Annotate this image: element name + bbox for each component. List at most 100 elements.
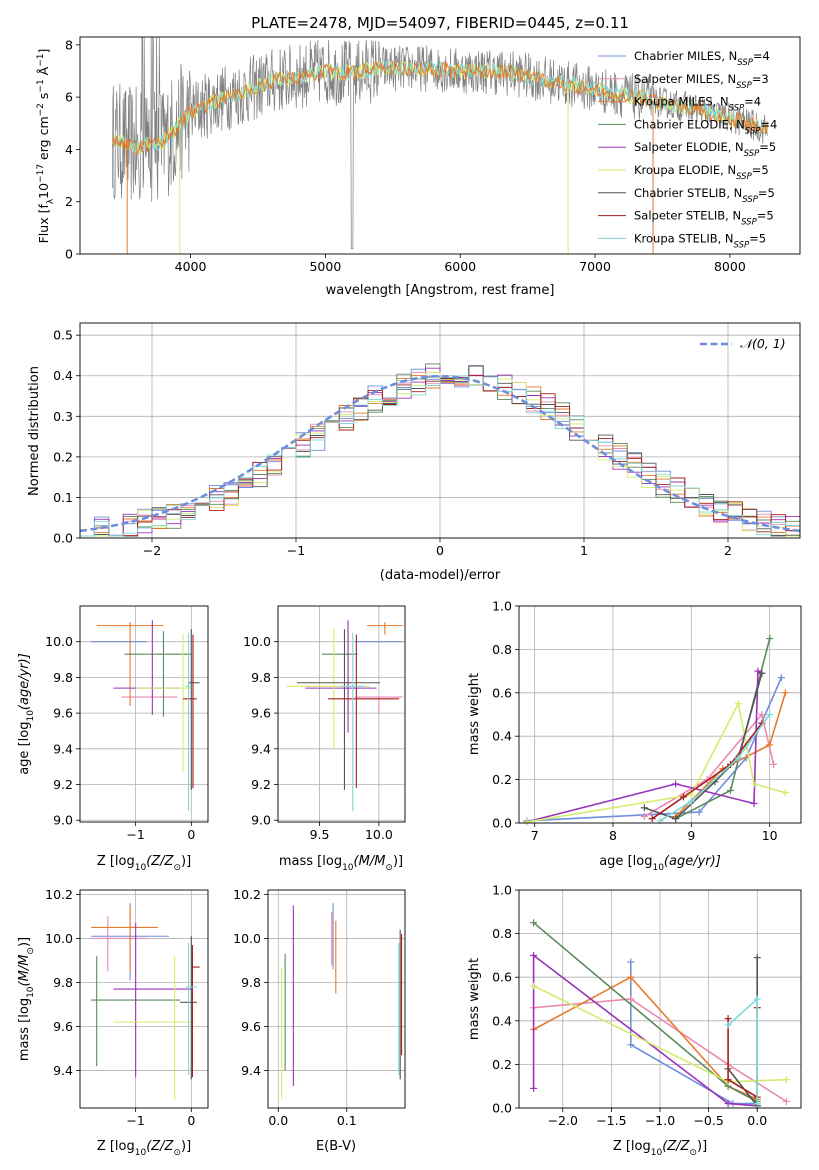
age-z-ticks: −1 0 9.0 9.2 9.4 9.6 9.8 10.0	[45, 634, 195, 842]
weight-age-frame	[518, 605, 802, 824]
weight-line	[675, 692, 787, 818]
ytick-label: 10.0	[233, 931, 261, 946]
ytick-label: 9.6	[251, 706, 271, 721]
xtick-label: −1	[126, 1113, 144, 1128]
legend-entry: Chabrier STELIB, NSSP=5	[634, 186, 775, 205]
legend-name: Kroupa ELODIE, N	[634, 163, 736, 177]
legend-name: Kroupa MILES, N	[634, 95, 729, 109]
legend-entry: Kroupa STELIB, NSSP=5	[634, 231, 766, 250]
mass-ebv-xlabel: E(B-V)	[316, 1139, 356, 1154]
xtick-label: 8	[609, 828, 617, 843]
hist-ytick-label: 0.4	[53, 368, 73, 383]
xtick-label: 10.0	[365, 827, 393, 842]
hist-xtick-label: 0	[436, 543, 444, 558]
ytick-label: 0.6	[492, 970, 512, 985]
spectrum-xtick-label: 5000	[309, 259, 341, 274]
age-mass-frame	[277, 605, 406, 823]
spectrum-lines	[111, 37, 769, 254]
ytick-label: 9.4	[53, 1063, 73, 1078]
legend-sub: SSP	[736, 81, 752, 91]
spectrum-xtick-label: 8000	[714, 259, 746, 274]
xtick-label: 0.0	[268, 1113, 288, 1128]
spectrum-ytick-label: 0	[65, 247, 73, 262]
legend-name: Salpeter ELODIE, N	[634, 140, 744, 154]
mass-z-ylabel: mass [log10(M/M⊙)]	[17, 937, 36, 1061]
spectrum-ticks: 4000 5000 6000 7000 8000 0 2 4 6 8	[65, 37, 746, 274]
legend-sub: SSP	[745, 126, 761, 136]
spectrum-xlabel: wavelength [Angstrom, rest frame]	[326, 283, 555, 298]
xtick-label: −1.5	[596, 1113, 626, 1128]
age-mass-errorbars	[286, 620, 403, 812]
legend-sub: SSP	[734, 240, 750, 250]
hist-ytick-label: 0.5	[53, 328, 73, 343]
model-spectrum-line	[111, 60, 769, 154]
histogram-plot-area	[79, 363, 801, 537]
weight-line	[526, 677, 783, 822]
age-mass-ticks: 9.5 10.0 9.0 9.2 9.4 9.6 9.8 10.0	[243, 634, 393, 842]
xtick-label: −2.0	[548, 1113, 578, 1128]
ytick-label: 9.8	[53, 975, 73, 990]
histogram-step	[80, 375, 800, 537]
xtick-label: 10	[762, 828, 778, 843]
age-vs-metallicity-panel: −1 0 9.0 9.2 9.4 9.6 9.8 10.0 Z [log10(Z/Z⊙)] a…	[17, 605, 209, 873]
mass-ebv-errorbars	[281, 903, 403, 1100]
spectrum-ytick-label: 6	[65, 90, 73, 105]
legend-n: =5	[759, 140, 776, 154]
weight-z-ylabel: mass weight	[467, 958, 482, 1040]
ytick-label: 9.8	[53, 670, 73, 685]
spectrum-plot-area	[111, 37, 769, 254]
ytick-label: 9.6	[241, 1019, 261, 1034]
mass-ebv-ticks: 0.0 0.1 9.4 9.6 9.8 10.0 10.2	[233, 887, 357, 1128]
legend-name: Chabrier MILES, N	[634, 49, 737, 63]
ytick-label: 0.2	[492, 1057, 512, 1072]
ytick-label: 9.6	[53, 1019, 73, 1034]
xtick-label: 0	[187, 1113, 195, 1128]
ytick-label: 10.2	[233, 887, 261, 902]
ytick-label: 0.0	[492, 1101, 512, 1116]
ytick-label: 9.2	[251, 777, 271, 792]
spectrum-xtick-label: 4000	[175, 259, 207, 274]
legend-sub: SSP	[736, 172, 752, 182]
xtick-label: 9	[687, 828, 695, 843]
mass-ebv-grid	[268, 890, 405, 1108]
legend-name: Salpeter STELIB, N	[634, 209, 741, 223]
ytick-label: 0.2	[492, 772, 512, 787]
weight-line	[532, 953, 758, 1107]
spectrum-ytick-label: 8	[65, 37, 73, 52]
ytick-label: 9.8	[241, 975, 261, 990]
ytick-label: 10.0	[45, 931, 73, 946]
legend-n: =5	[752, 163, 769, 177]
ytick-label: 10.2	[45, 887, 73, 902]
normal-legend-label: 𝒩(0, 1)	[740, 336, 786, 351]
ytick-label: 9.4	[241, 1063, 261, 1078]
histogram-xlabel: (data-model)/error	[380, 568, 501, 583]
ytick-label: 9.4	[251, 741, 271, 756]
ytick-label: 0.0	[492, 816, 512, 831]
legend-name: Salpeter MILES, N	[634, 72, 736, 86]
hist-xtick-label: −2	[143, 543, 161, 558]
weight-age-lines	[523, 635, 789, 826]
legend-entry: Salpeter STELIB, NSSP=5	[634, 209, 774, 228]
weight-vs-age-panel: 7 8 9 10 0.0 0.2 0.4 0.6 0.8 1.0 age [log10(age/y…	[467, 599, 802, 873]
model-spectrum-line	[111, 60, 769, 153]
age-z-xlabel: Z [log10(Z/Z⊙)]	[97, 854, 191, 873]
hist-xtick-label: 1	[580, 543, 588, 558]
ytick-label: 0.4	[492, 1013, 512, 1028]
age-mass-grid	[278, 606, 405, 822]
hist-xtick-label: 2	[724, 543, 732, 558]
weight-z-ticks: −2.0 −1.5 −1.0 −0.5 0.0 0.0 0.2 0.4 0.6 0.8 1.0	[492, 883, 767, 1129]
histogram-ylabel: Normed distribution	[27, 366, 42, 496]
spectrum-frame	[79, 36, 801, 255]
ytick-label: 9.0	[251, 813, 271, 828]
weight-line	[526, 701, 786, 823]
spectrum-panel: PLATE=2478, MJD=54097, FIBERID=0445, z=0…	[36, 14, 801, 298]
spectrum-ytick-label: 4	[65, 142, 73, 157]
spectrum-xtick-label: 7000	[579, 259, 611, 274]
residual-histogram-panel: −2 −1 0 1 2 0.0 0.1 0.2 0.3 0.4 0.5 (data-model)/e…	[27, 322, 801, 583]
xtick-label: −0.5	[693, 1113, 723, 1128]
histogram-legend: 𝒩(0, 1)	[700, 336, 786, 351]
legend-sub: SSP	[741, 218, 757, 228]
legend-n: =5	[758, 186, 775, 200]
